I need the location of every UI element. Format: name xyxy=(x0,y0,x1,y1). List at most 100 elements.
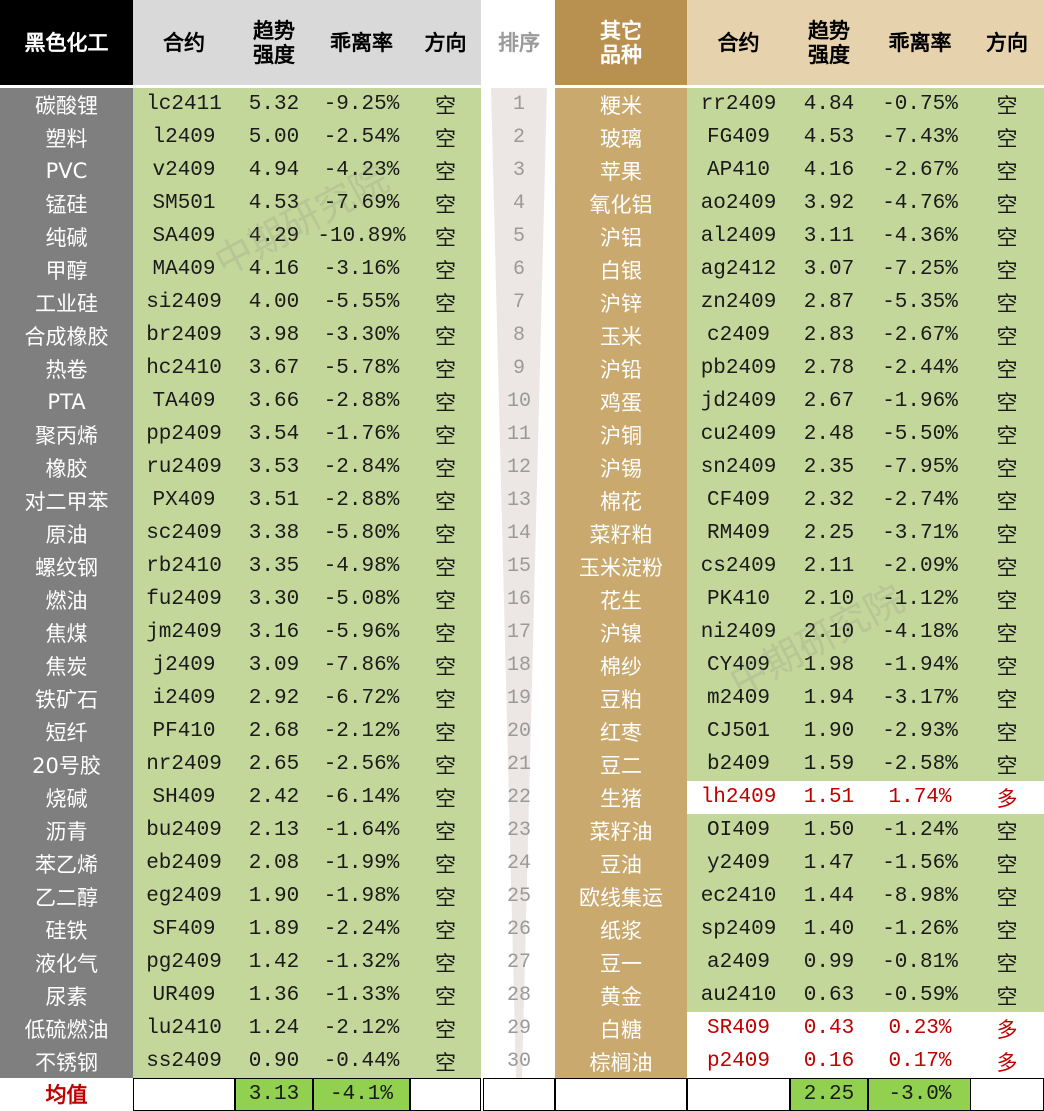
left-row-deviation: -7.69% xyxy=(313,187,410,220)
left-row-contract: ru2409 xyxy=(133,451,235,484)
left-row-contract: SF409 xyxy=(133,913,235,946)
right-row-direction: 空 xyxy=(970,913,1044,946)
right-row-direction: 多 xyxy=(970,1012,1044,1045)
left-row-name: 烧碱 xyxy=(0,781,133,814)
left-row-direction: 空 xyxy=(410,946,481,979)
right-row-deviation: -5.50% xyxy=(868,418,972,451)
right-row-strength: 1.40 xyxy=(790,913,868,946)
rank-funnel-shape xyxy=(491,88,547,1078)
left-row-name: 低硫燃油 xyxy=(0,1012,133,1045)
left-row-name: 燃油 xyxy=(0,583,133,616)
rank-number: 11 xyxy=(506,423,531,446)
left-row-direction: 空 xyxy=(410,418,481,451)
rank-number: 16 xyxy=(506,588,531,611)
rank-number: 30 xyxy=(506,1050,531,1073)
right-row-direction: 空 xyxy=(970,715,1044,748)
left-row-direction: 空 xyxy=(410,1012,481,1045)
left-row-strength: 1.89 xyxy=(235,913,313,946)
left-row-name: 焦煤 xyxy=(0,616,133,649)
right-row-deviation: -2.67% xyxy=(868,319,972,352)
left-row-direction: 空 xyxy=(410,286,481,319)
left-row-strength: 1.90 xyxy=(235,880,313,913)
right-row-direction: 空 xyxy=(970,616,1044,649)
right-row-direction: 多 xyxy=(970,781,1044,814)
left-row-name: PTA xyxy=(0,385,133,418)
right-row-contract: sp2409 xyxy=(687,913,790,946)
left-row-strength: 5.32 xyxy=(235,88,313,121)
right-row-direction: 空 xyxy=(970,187,1044,220)
right-row-direction: 空 xyxy=(970,748,1044,781)
right-row-name: 豆二 xyxy=(555,748,687,781)
right-row-strength: 2.35 xyxy=(790,451,868,484)
right-row-name: 棉纱 xyxy=(555,649,687,682)
right-row-contract: lh2409 xyxy=(687,781,790,814)
right-row-name: 生猪 xyxy=(555,781,687,814)
left-row-contract: i2409 xyxy=(133,682,235,715)
left-row-strength: 3.66 xyxy=(235,385,313,418)
right-row-name: 白银 xyxy=(555,253,687,286)
left-row-deviation: -4.98% xyxy=(313,550,410,583)
left-row-direction: 空 xyxy=(410,715,481,748)
right-row-strength: 1.98 xyxy=(790,649,868,682)
left-row-strength: 2.42 xyxy=(235,781,313,814)
right-row-contract: RM409 xyxy=(687,517,790,550)
left-row-contract: si2409 xyxy=(133,286,235,319)
right-row-name: 棉花 xyxy=(555,484,687,517)
right-row-contract: jd2409 xyxy=(687,385,790,418)
right-row-direction: 空 xyxy=(970,550,1044,583)
left-row-direction: 空 xyxy=(410,220,481,253)
left-row-deviation: -0.44% xyxy=(313,1045,410,1078)
left-row-name: 20号胶 xyxy=(0,748,133,781)
left-row-name: 硅铁 xyxy=(0,913,133,946)
right-row-direction: 空 xyxy=(970,319,1044,352)
left-row-direction: 空 xyxy=(410,484,481,517)
left-row-contract: jm2409 xyxy=(133,616,235,649)
right-row-contract: rr2409 xyxy=(687,88,790,121)
right-row-contract: au2410 xyxy=(687,979,790,1012)
right-row-deviation: -2.74% xyxy=(868,484,972,517)
left-row-deviation: -3.30% xyxy=(313,319,410,352)
rank-number: 8 xyxy=(512,324,525,347)
left-row-direction: 空 xyxy=(410,616,481,649)
right-row-name: 沪锌 xyxy=(555,286,687,319)
rank-number: 18 xyxy=(506,654,531,677)
right-row-name: 沪铅 xyxy=(555,352,687,385)
right-row-contract: CF409 xyxy=(687,484,790,517)
left-row-contract: lc2411 xyxy=(133,88,235,121)
left-row-direction: 空 xyxy=(410,748,481,781)
right-row-deviation: -7.25% xyxy=(868,253,972,286)
rank-number: 10 xyxy=(506,390,531,413)
rank-number: 7 xyxy=(512,291,525,314)
left-row-direction: 空 xyxy=(410,385,481,418)
left-row-direction: 空 xyxy=(410,682,481,715)
left-row-strength: 2.68 xyxy=(235,715,313,748)
right-row-strength: 2.10 xyxy=(790,616,868,649)
header-right-deviation: 乖离率 xyxy=(868,0,972,85)
left-row-name: 螺纹钢 xyxy=(0,550,133,583)
right-row-contract: AP410 xyxy=(687,154,790,187)
right-row-deviation: -4.36% xyxy=(868,220,972,253)
right-row-deviation: -3.71% xyxy=(868,517,972,550)
left-row-contract: v2409 xyxy=(133,154,235,187)
right-row-contract: zn2409 xyxy=(687,286,790,319)
left-row-deviation: -7.86% xyxy=(313,649,410,682)
rank-number: 24 xyxy=(506,852,531,875)
left-row-contract: lu2410 xyxy=(133,1012,235,1045)
left-row-contract: pp2409 xyxy=(133,418,235,451)
left-row-direction: 空 xyxy=(410,319,481,352)
header-right-strength: 趋势 强度 xyxy=(790,0,868,85)
right-row-contract: ag2412 xyxy=(687,253,790,286)
right-row-contract: CJ501 xyxy=(687,715,790,748)
left-row-strength: 4.53 xyxy=(235,187,313,220)
right-row-strength: 1.47 xyxy=(790,847,868,880)
left-row-contract: sc2409 xyxy=(133,517,235,550)
right-row-contract: al2409 xyxy=(687,220,790,253)
left-row-contract: hc2410 xyxy=(133,352,235,385)
left-row-strength: 2.08 xyxy=(235,847,313,880)
right-row-name: 鸡蛋 xyxy=(555,385,687,418)
right-row-contract: CY409 xyxy=(687,649,790,682)
right-row-strength: 2.78 xyxy=(790,352,868,385)
left-row-deviation: -2.88% xyxy=(313,484,410,517)
right-row-name: 粳米 xyxy=(555,88,687,121)
left-row-deviation: -1.32% xyxy=(313,946,410,979)
